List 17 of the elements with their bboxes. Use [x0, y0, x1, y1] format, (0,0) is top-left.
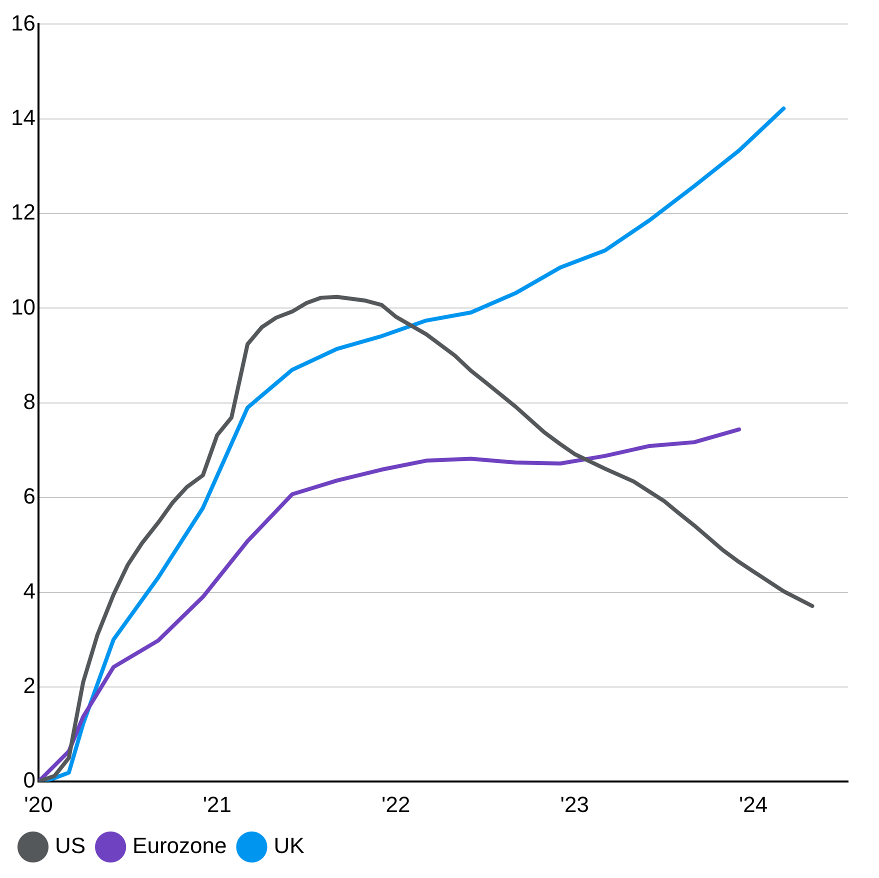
x-tick-label: '21: [202, 792, 232, 817]
x-tick-label: '20: [24, 792, 53, 817]
x-tick-label: '22: [382, 792, 410, 817]
legend-label: Eurozone: [132, 833, 227, 858]
y-tick-label: 0: [23, 768, 36, 793]
legend-label: US: [55, 833, 86, 858]
y-tick-label: 8: [23, 388, 36, 414]
x-tick-label: '23: [560, 792, 589, 817]
y-tick-label: 6: [23, 484, 36, 509]
legend-label: UK: [274, 833, 305, 858]
y-tick-label: 14: [10, 104, 36, 130]
y-tick-label: 10: [10, 294, 36, 320]
y-tick-label: 16: [10, 10, 36, 36]
x-tick-label: '24: [738, 792, 768, 817]
y-tick-label: 12: [10, 200, 36, 225]
y-tick-label: 2: [23, 672, 36, 698]
y-tick-label: 4: [23, 578, 36, 604]
